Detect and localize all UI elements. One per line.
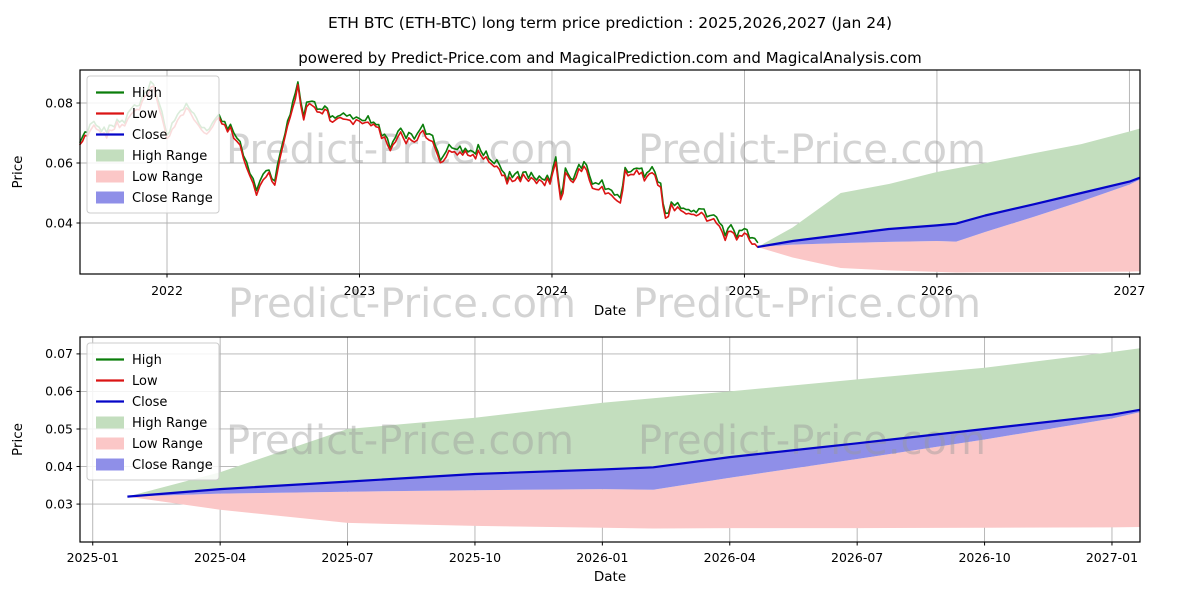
x-tick-label: 2025-01 [67,550,119,565]
x-tick-label: 2026-07 [831,550,883,565]
x-tick-label: 2025-04 [194,550,246,565]
legend-label: High Range [132,416,207,431]
x-tick-label: 2025-10 [449,550,501,565]
x-tick-label: 2024 [536,283,568,298]
legend-label: Low Range [132,437,203,452]
legend-label: Low [132,107,158,122]
legend-label: Low Range [132,170,203,185]
x-tick-label: 2026-01 [576,550,628,565]
low-range-area [127,412,1140,529]
y-tick-label: 0.06 [45,384,73,399]
forecast-close-line [127,408,1141,498]
page-title: ETH BTC (ETH-BTC) long term price predic… [328,14,892,32]
legend-label: High Range [132,149,207,164]
x-tick-label: 2026-04 [704,550,756,565]
high-range-area [127,348,1140,497]
axes-spine [79,69,1141,275]
legend-label: Close [132,128,167,143]
x-tick-label: 2027-01 [1086,550,1138,565]
forecast-detail-chart: Predict-Price.com Predict-Price.com 2025-0… [10,336,1141,585]
y-axis-label: Price [10,423,26,456]
legend-swatch-close-range [96,191,124,204]
forecast-close-line [757,176,1141,249]
x-axis-label: Date [594,569,626,585]
legend-swatch-low-range [96,437,124,450]
y-tick-label: 0.04 [45,459,73,474]
x-tick-label: 2026 [921,283,953,298]
watermark-text: Predict-Price.com [633,281,981,327]
legend-label: Close Range [132,191,213,206]
y-tick-label: 0.06 [45,155,73,170]
watermark-text: Predict-Price.com [638,127,986,173]
watermark-text: Predict-Price.com [226,418,574,464]
watermark-layer: Predict-Price.com Predict-Price.com [228,281,981,327]
y-tick-label: 0.04 [45,215,73,230]
legend-label: High [132,353,162,368]
y-tick-label: 0.03 [45,496,73,511]
legend-swatch-high-range [96,149,124,162]
legend-swatch-high-range [96,416,124,429]
x-axis-label: Date [594,303,626,319]
axes-spine [79,336,1141,543]
y-tick-label: 0.08 [45,95,73,110]
forecast-detail-chart-legend: High Low Close High Range Low Range Close Ran… [86,342,220,481]
close-range-area [757,177,1140,247]
high-range-area [757,128,1140,247]
y-tick-label: 0.05 [45,421,73,436]
legend-label: Close [132,395,167,410]
low-range-area [757,179,1140,273]
watermark-text: Predict-Price.com [638,418,986,464]
charts-layer: Predict-Price.com Predict-Price.com 2022 20… [10,69,1146,585]
x-tick-label: 2026-10 [958,550,1010,565]
x-tick-label: 2027 [1114,283,1146,298]
x-tick-label: 2022 [151,283,183,298]
legend-label: High [132,86,162,101]
x-tick-label: 2025 [729,283,761,298]
watermark-text: Predict-Price.com [228,281,576,327]
close-range-area [127,409,1140,497]
x-tick-label: 2023 [344,283,376,298]
legend-swatch-low-range [96,170,124,183]
legend-swatch-close-range [96,458,124,471]
y-axis-label: Price [10,156,26,189]
y-tick-label: 0.07 [45,346,73,361]
legend-label: Close Range [132,458,213,473]
page-subtitle: powered by Predict-Price.com and Magical… [298,49,922,67]
x-tick-label: 2025-07 [321,550,373,565]
long-term-chart-legend: High Low Close High Range Low Range Close Ran… [86,75,220,214]
legend-label: Low [132,374,158,389]
